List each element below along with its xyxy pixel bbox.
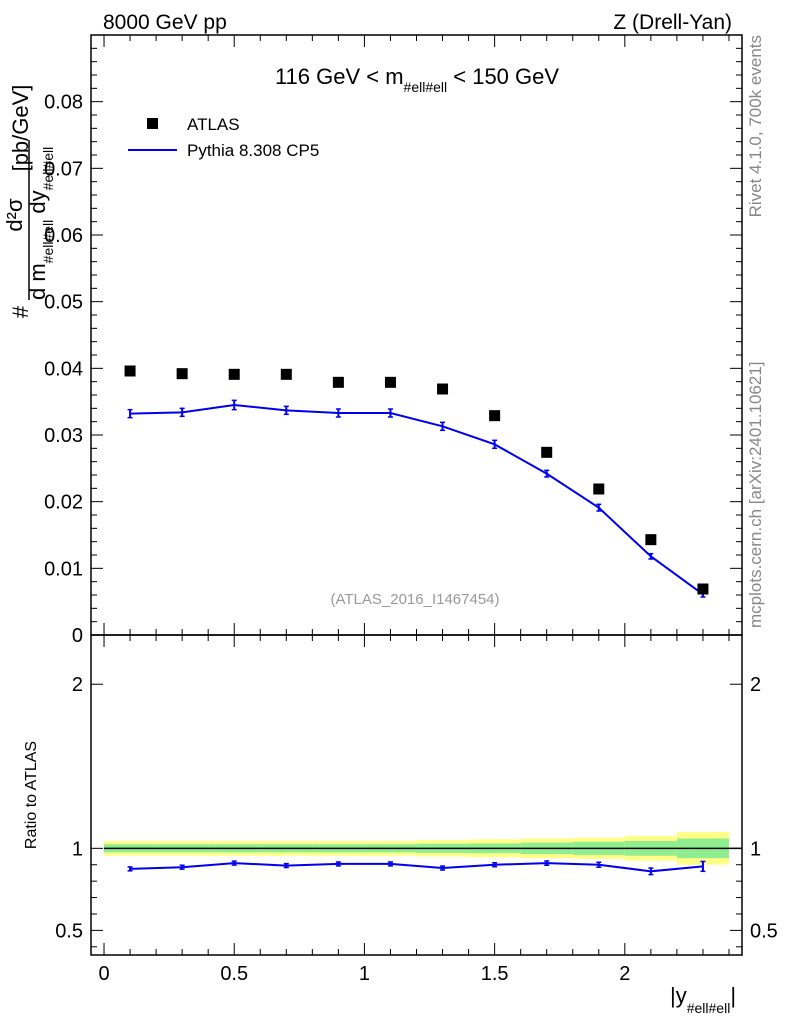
y-axis-label-numerator: d²σ [2,198,27,232]
atlas-point [541,446,553,458]
ratio-y-tick-label: 0.5 [55,920,83,942]
y-axis-label-den-d: d m [25,263,50,300]
chart-title-sub: #ell#ell [404,79,448,95]
atlas-point [489,410,501,422]
header-left: 8000 GeV pp [103,11,227,34]
y-tick-label: 0.06 [44,225,83,247]
atlas-point [384,376,396,388]
y-tick-label: 0.08 [44,92,83,114]
x-tick-label: 1 [359,963,370,985]
ratio-y-tick-label: 2 [72,674,83,696]
legend-atlas-label: ATLAS [187,115,240,134]
ratio-y-tick-label-right: 0.5 [750,920,778,942]
x-tick-label: 0.5 [220,963,248,985]
chart-title: 116 GeV < m#ell#ell < 150 GeV [275,64,559,95]
header-right: Z (Drell-Yan) [613,11,732,34]
legend: ATLAS Pythia 8.308 CP5 [128,115,319,160]
ratio-frame-border [90,634,743,956]
y-axis-label-den-dysub: #ell#ell [40,147,56,191]
ratio-y-tick-label: 1 [72,838,83,860]
pythia-ratio-line [130,862,704,873]
chart-title-post: < 150 GeV [447,64,559,89]
y-axis-label-units: [pb/GeV] [8,85,33,172]
y-axis-label: # d²σ d m#ell#ell dy#ell#ell [pb/GeV] [2,85,56,319]
pythia-line [130,403,704,596]
atlas-point [697,583,709,595]
atlas-point [228,368,240,380]
y-tick-label: 0.03 [44,425,83,447]
atlas-point [593,483,605,495]
atlas-point [124,365,136,377]
x-axis-label-post: | [730,983,736,1008]
y-tick-label: 0.04 [44,358,83,380]
ratio-y-axis-label: Ratio to ATLAS [23,741,40,849]
mcplots-label: mcplots.cern.ch [arXiv:2401.10621] [746,362,765,628]
chart-title-pre: 116 GeV < m [275,64,404,89]
y-axis-label-hash: # [8,305,33,318]
atlas-point [332,376,344,388]
x-axis-label-pre: |y [670,983,687,1008]
y-tick-label: 0 [72,625,83,647]
main-panel: 0 0.01 0.02 0.03 0.04 0.05 0.06 0.07 0.08 [44,34,743,647]
atlas-point [437,383,449,395]
rivet-label: Rivet 4.1.0, 700k events [746,35,765,217]
x-tick-label: 0 [98,963,109,985]
y-tick-label: 0.05 [44,292,83,314]
ratio-panel: 0 0.5 1 1.5 2 0.5 0.5 1 1 2 2 [55,634,778,985]
x-axis-label-sub: #ell#ell [687,1000,731,1016]
x-tick-label: 2 [619,963,630,985]
x-tick-label: 1.5 [481,963,509,985]
atlas-point [176,368,188,380]
legend-pythia-label: Pythia 8.308 CP5 [187,141,319,160]
legend-atlas-marker [147,118,158,129]
y-tick-label: 0.07 [44,158,83,180]
analysis-watermark: (ATLAS_2016_I1467454) [330,591,499,608]
ratio-y-tick-label-right: 2 [750,674,761,696]
atlas-point [645,534,657,546]
atlas-point [280,368,292,380]
y-axis-label-denominator: d m#ell#ell dy#ell#ell [25,147,56,300]
y-tick-label: 0.02 [44,492,83,514]
y-axis-label-den-sub: #ell#ell [40,220,56,264]
y-tick-label: 0.01 [44,558,83,580]
y-axis-label-den-dy: dy [25,190,50,219]
x-axis-label: |y#ell#ell| [670,983,736,1016]
ratio-y-tick-label-right: 1 [750,838,761,860]
